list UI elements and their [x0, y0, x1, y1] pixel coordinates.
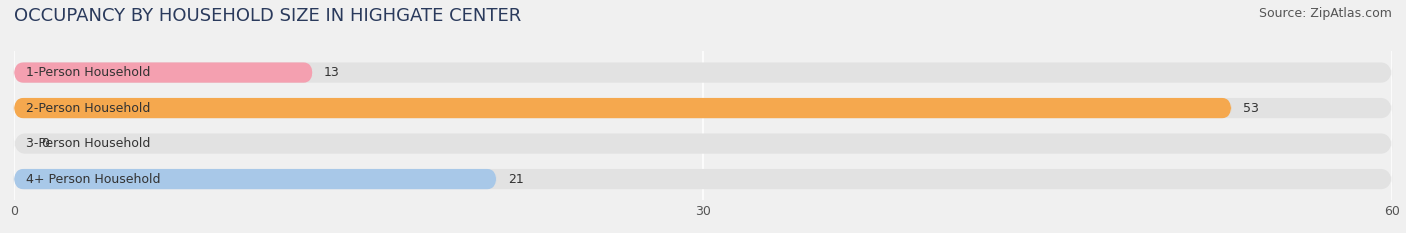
Text: 53: 53	[1243, 102, 1258, 115]
FancyBboxPatch shape	[14, 62, 1392, 83]
Text: 0: 0	[42, 137, 49, 150]
Text: OCCUPANCY BY HOUSEHOLD SIZE IN HIGHGATE CENTER: OCCUPANCY BY HOUSEHOLD SIZE IN HIGHGATE …	[14, 7, 522, 25]
Text: Source: ZipAtlas.com: Source: ZipAtlas.com	[1258, 7, 1392, 20]
FancyBboxPatch shape	[14, 169, 1392, 189]
Text: 21: 21	[508, 173, 523, 185]
Text: 3-Person Household: 3-Person Household	[25, 137, 150, 150]
Text: 2-Person Household: 2-Person Household	[25, 102, 150, 115]
Text: 1-Person Household: 1-Person Household	[25, 66, 150, 79]
FancyBboxPatch shape	[14, 134, 1392, 154]
FancyBboxPatch shape	[14, 169, 496, 189]
FancyBboxPatch shape	[14, 98, 1392, 118]
Text: 4+ Person Household: 4+ Person Household	[25, 173, 160, 185]
FancyBboxPatch shape	[14, 62, 312, 83]
FancyBboxPatch shape	[14, 98, 1232, 118]
Text: 13: 13	[325, 66, 340, 79]
